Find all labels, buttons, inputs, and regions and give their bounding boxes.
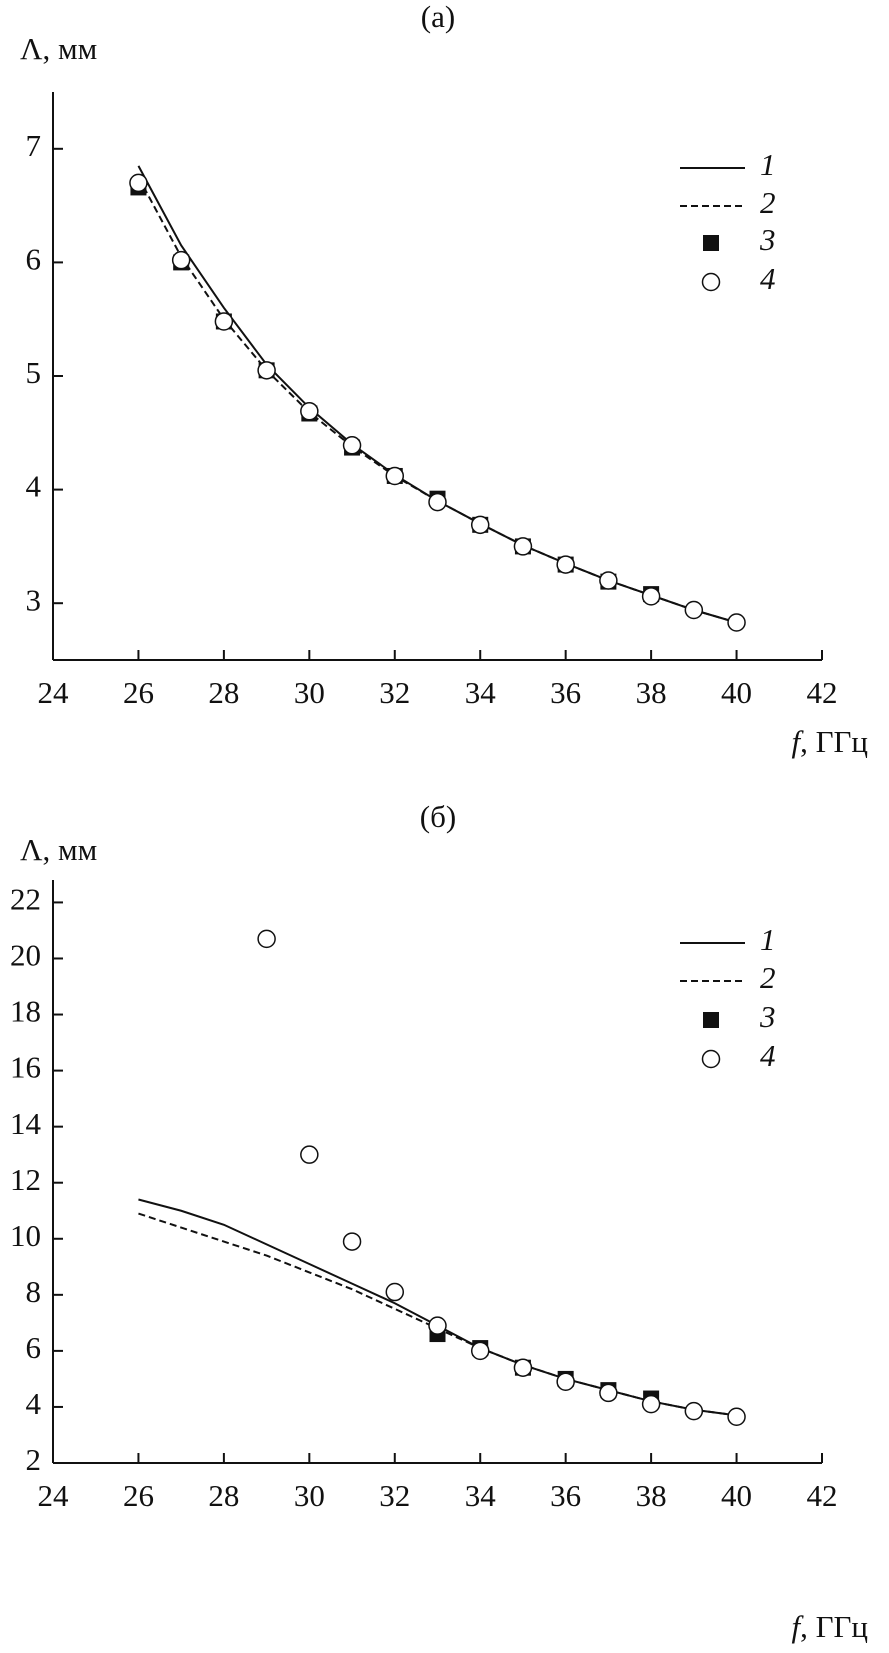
circle-marker	[171, 250, 191, 270]
circle-marker	[641, 1394, 661, 1414]
chart-title: (a)	[421, 0, 455, 34]
circle-marker	[129, 173, 148, 193]
y-axis-label: Λ, мм	[20, 832, 97, 867]
x-tick-label: 28	[208, 1478, 239, 1513]
legend-label: 2	[760, 185, 776, 220]
circle-marker	[470, 1341, 490, 1361]
circle-marker	[556, 1372, 575, 1391]
x-tick-label: 38	[636, 1478, 667, 1513]
circle-marker	[300, 401, 319, 421]
x-tick-label: 36	[550, 675, 581, 710]
circle-marker	[470, 515, 490, 535]
circle-marker	[428, 492, 447, 512]
y-tick-label: 4	[26, 469, 42, 504]
legend-label: 3	[759, 999, 776, 1034]
x-tick-label: 42	[807, 1478, 838, 1513]
y-tick-label: 16	[10, 1050, 41, 1085]
circle-marker	[428, 1316, 447, 1335]
legend-swatch	[701, 272, 721, 292]
circle-marker	[599, 1383, 618, 1403]
x-tick-label: 28	[208, 675, 239, 710]
circle-marker	[342, 1232, 362, 1251]
circle-marker	[513, 537, 533, 556]
legend-label: 4	[760, 1038, 776, 1073]
y-tick-label: 6	[26, 242, 42, 277]
x-axis-label: f, ГГц	[791, 724, 868, 759]
y-tick-label: 22	[10, 882, 41, 917]
x-tick-label: 30	[294, 1478, 325, 1513]
series-line	[137, 165, 737, 624]
circle-marker	[513, 1358, 533, 1377]
x-tick-label: 38	[636, 675, 667, 710]
series-line	[137, 176, 737, 624]
y-tick-label: 4	[26, 1386, 42, 1421]
x-tick-label: 40	[721, 675, 752, 710]
x-tick-label: 36	[550, 1478, 581, 1513]
legend-label: 1	[760, 922, 776, 957]
circle-marker	[684, 1401, 704, 1421]
y-tick-label: 8	[26, 1274, 42, 1309]
circle-marker	[727, 1407, 746, 1427]
x-tick-label: 24	[38, 1478, 70, 1513]
x-axis-label: f, ГГц	[791, 1609, 868, 1644]
x-tick-label: 26	[123, 675, 154, 710]
legend-swatch	[703, 1012, 719, 1028]
y-tick-label: 6	[26, 1330, 42, 1365]
x-tick-label: 34	[465, 1478, 497, 1513]
x-tick-label: 30	[294, 675, 325, 710]
y-tick-label: 12	[10, 1162, 41, 1197]
y-axis-label: Λ, мм	[20, 31, 97, 66]
legend-swatch	[703, 235, 719, 251]
x-tick-label: 24	[38, 675, 70, 710]
x-tick-label: 42	[807, 675, 838, 710]
series-line	[138, 1198, 737, 1417]
y-tick-label: 5	[26, 355, 42, 390]
x-tick-label: 32	[379, 675, 410, 710]
y-tick-label: 10	[10, 1218, 41, 1253]
circle-marker	[684, 600, 704, 620]
circle-marker	[342, 436, 362, 455]
legend-label: 1	[760, 147, 776, 182]
x-tick-label: 32	[379, 1478, 410, 1513]
y-tick-label: 2	[26, 1442, 42, 1477]
legend-label: 4	[760, 261, 776, 296]
circle-marker	[641, 587, 661, 606]
circle-marker	[214, 312, 234, 331]
y-tick-label: 14	[10, 1106, 42, 1141]
series-line	[138, 1212, 737, 1417]
circle-marker	[556, 555, 575, 574]
y-tick-label: 20	[10, 938, 41, 973]
legend-label: 2	[760, 960, 776, 995]
circle-marker	[385, 466, 405, 486]
circle-marker	[599, 571, 618, 590]
circle-marker	[385, 1282, 405, 1302]
y-tick-label: 18	[10, 994, 41, 1029]
x-axis-label-part: , ГГц	[800, 1609, 868, 1644]
legend-label: 3	[759, 222, 776, 257]
y-tick-label: 3	[26, 582, 42, 617]
circle-marker	[300, 1145, 319, 1164]
x-tick-label: 40	[721, 1478, 752, 1513]
x-tick-label: 34	[465, 675, 497, 710]
circle-marker	[257, 929, 276, 949]
x-tick-label: 26	[123, 1478, 154, 1513]
circle-marker	[727, 613, 746, 632]
circle-marker	[257, 361, 276, 380]
x-axis-label-part: , ГГц	[800, 724, 868, 759]
y-tick-label: 7	[26, 128, 42, 163]
legend-swatch	[701, 1049, 721, 1069]
chart-title: (б)	[420, 799, 456, 834]
